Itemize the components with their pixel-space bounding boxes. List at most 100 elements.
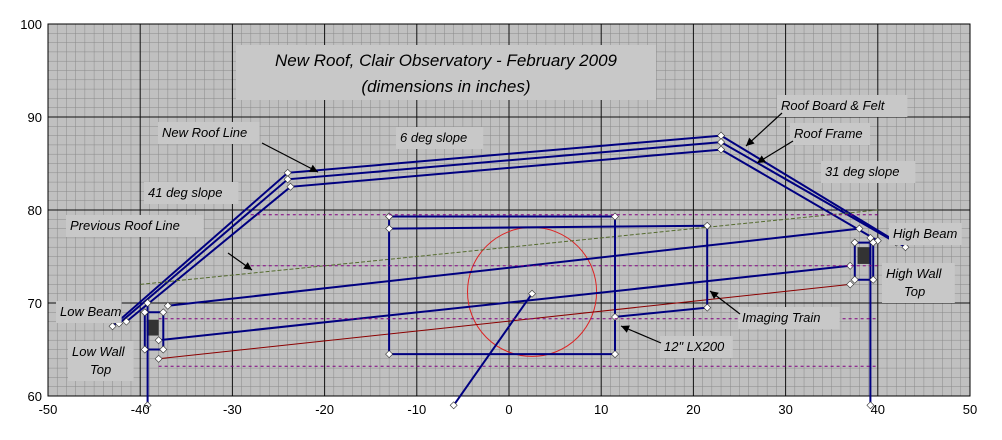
- annotation-low-beam: Low Beam: [60, 304, 122, 319]
- series-roof-inner: [125, 148, 879, 323]
- annotation-high-wall: Top: [904, 284, 925, 299]
- point-marker: [846, 261, 855, 270]
- arrowhead: [746, 137, 755, 146]
- arrowhead: [243, 262, 252, 270]
- annotation-arrow: [261, 142, 319, 173]
- y-tick-label: 70: [28, 296, 42, 311]
- annotation-background: [158, 122, 260, 144]
- arrowhead: [309, 164, 318, 172]
- annotation-background: [56, 301, 122, 323]
- point-marker: [154, 336, 163, 345]
- x-tick-label: 30: [778, 402, 792, 417]
- series-scope-box-inner: [389, 224, 709, 318]
- arrowhead: [757, 155, 766, 163]
- annotation-background: [66, 215, 204, 237]
- annotation-high-beam: High Beam: [893, 226, 957, 241]
- annotation-background: [396, 127, 484, 149]
- point-marker: [143, 299, 152, 307]
- annotation-background: [738, 307, 840, 329]
- y-tick-label: 90: [28, 110, 42, 125]
- annotation-new-roof-line: New Roof Line: [162, 125, 247, 140]
- x-tick-label: -40: [131, 402, 150, 417]
- point-marker: [143, 401, 152, 410]
- x-tick-label: 50: [963, 402, 977, 417]
- tick-labels: -50 -40 -30 -20 -10 0 10 20 30 40 50 60 70 80 90 100: [20, 17, 977, 417]
- point-marker: [283, 168, 292, 177]
- point-marker: [385, 224, 394, 233]
- annotation-thirty-one-deg: 31 deg slope: [825, 164, 899, 179]
- x-tick-label: -50: [39, 402, 58, 417]
- y-tick-label: 80: [28, 203, 42, 218]
- point-marker: [154, 354, 163, 363]
- series-roof-board: [111, 134, 907, 328]
- x-tick-label: -10: [407, 402, 426, 417]
- plot-frame: [47, 23, 971, 397]
- annotation-roof-board: Roof Board & Felt: [781, 98, 886, 113]
- annotation-low-wall: Top: [90, 362, 111, 377]
- annotation-background: [777, 95, 908, 117]
- annotation-imaging-train: Imaging Train: [742, 310, 821, 325]
- annotation-background: [660, 336, 733, 358]
- y-tick-label: 60: [28, 389, 42, 404]
- x-tick-label: 20: [686, 402, 700, 417]
- point-marker: [449, 401, 458, 410]
- point-marker: [140, 308, 149, 317]
- series-scope-top: [158, 264, 851, 342]
- point-marker: [703, 221, 712, 230]
- y-tick-label: 100: [20, 17, 42, 32]
- point-marker: [703, 303, 712, 312]
- title-background: [236, 45, 656, 100]
- point-marker: [869, 275, 878, 284]
- point-marker: [140, 345, 149, 354]
- point-marker: [163, 301, 172, 310]
- point-marker: [108, 322, 117, 331]
- annotation-arrow: [745, 112, 783, 147]
- point-marker: [869, 238, 878, 247]
- series-pier: [452, 293, 533, 406]
- x-tick-label: 0: [505, 402, 512, 417]
- x-tick-label: -30: [223, 402, 242, 417]
- annotation-background: [889, 223, 962, 245]
- point-marker: [528, 289, 537, 298]
- annotation-lx200: 12" LX200: [664, 339, 725, 354]
- chart-subtitle: (dimensions in inches): [361, 77, 530, 96]
- annotation-background: [68, 341, 134, 381]
- point-marker: [855, 224, 864, 233]
- annotation-background: [144, 182, 239, 204]
- annotation-high-wall: High Wall: [886, 266, 943, 281]
- point-marker: [901, 243, 910, 252]
- point-marker: [159, 345, 168, 354]
- series-roof-frame: [118, 141, 897, 325]
- series-low-beam-line: [167, 227, 860, 307]
- arrowhead: [621, 325, 630, 333]
- annotation-background: [882, 263, 955, 303]
- series-group: [108, 131, 910, 410]
- chart-title: New Roof, Clair Observatory - February 2…: [275, 51, 618, 70]
- point-marker: [846, 280, 855, 289]
- series-scope-bottom: [158, 283, 851, 360]
- annotation-low-wall: Low Wall: [72, 344, 126, 359]
- arrowhead: [710, 291, 719, 300]
- point-marker: [286, 182, 295, 191]
- annotation-previous-roof: Previous Roof Line: [70, 218, 180, 233]
- point-marker: [866, 401, 875, 410]
- point-marker: [122, 317, 131, 326]
- point-marker: [159, 308, 168, 317]
- point-marker: [850, 275, 859, 284]
- x-tick-label: 10: [594, 402, 608, 417]
- annotation-forty-one-deg: 41 deg slope: [148, 185, 222, 200]
- point-marker: [283, 175, 292, 184]
- point-marker: [385, 350, 394, 359]
- point-marker: [611, 350, 619, 359]
- point-marker: [717, 138, 726, 147]
- point-marker: [850, 238, 859, 247]
- beam-block: [146, 319, 159, 336]
- x-tick-label: 40: [871, 402, 885, 417]
- annotation-background: [821, 161, 916, 183]
- point-marker: [717, 131, 726, 140]
- point-marker: [717, 145, 726, 154]
- annotation-roof-frame: Roof Frame: [794, 126, 863, 141]
- annotation-six-deg: 6 deg slope: [400, 130, 467, 145]
- title-box: New Roof, Clair Observatory - February 2…: [236, 45, 656, 100]
- annotations: New Roof Line 6 deg slope 41 deg slope 31 d…: [56, 95, 962, 381]
